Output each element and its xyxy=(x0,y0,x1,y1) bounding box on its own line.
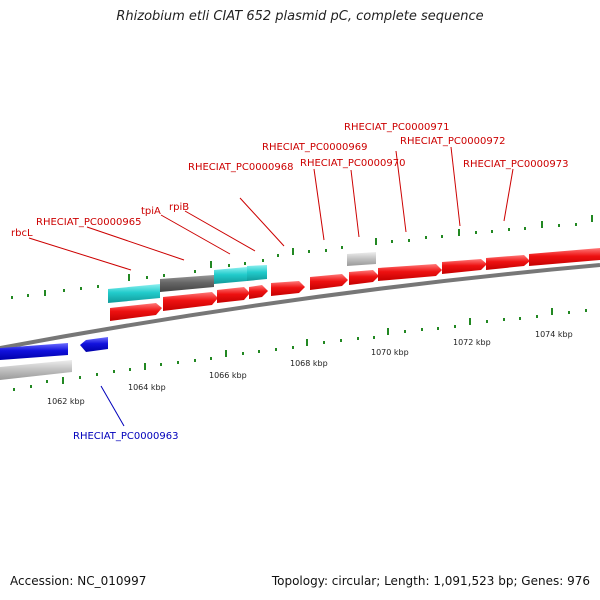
forward-gene-pc0000968[interactable] xyxy=(271,281,305,296)
tick-row-lower xyxy=(13,308,587,391)
gene-label-pc0000972[interactable]: RHECIAT_PC0000972 xyxy=(400,136,505,147)
forward-gene-right[interactable] xyxy=(529,248,600,266)
forward-gene-pc0000970[interactable] xyxy=(349,270,379,285)
forward-gene-tpiA[interactable] xyxy=(217,287,250,303)
pseudo-gene-pc0000965[interactable] xyxy=(160,275,214,292)
scale-label-1070: 1070 kbp xyxy=(371,348,409,357)
gene-label-pc0000963[interactable]: RHECIAT_PC0000963 xyxy=(73,431,178,442)
gene-label-pc0000965[interactable]: RHECIAT_PC0000965 xyxy=(36,217,141,228)
gene-label-pc0000971[interactable]: RHECIAT_PC0000971 xyxy=(344,122,449,133)
topology-info-text: Topology: circular; Length: 1,091,523 bp… xyxy=(271,574,590,588)
gene-label-pc0000970[interactable]: RHECIAT_PC0000970 xyxy=(300,158,405,169)
forward-gene-pc0000965[interactable] xyxy=(163,292,218,311)
gene-label-rpiB[interactable]: rpiB xyxy=(169,202,189,213)
tick-row-upper xyxy=(11,215,593,299)
map-title: Rhizobium etli CIAT 652 plasmid pC, comp… xyxy=(116,9,484,24)
gene-label-pc0000968[interactable]: RHECIAT_PC0000968 xyxy=(188,162,293,173)
scale-label-1066: 1066 kbp xyxy=(209,371,247,380)
scale-label-1068: 1068 kbp xyxy=(290,359,328,368)
scale-label-1074: 1074 kbp xyxy=(535,330,573,339)
rna-gene-rpiB[interactable] xyxy=(247,265,267,281)
gene-label-rbcL[interactable]: rbcL xyxy=(11,228,33,239)
forward-gene-pc0000973[interactable] xyxy=(486,255,530,270)
rna-gene-rbcL[interactable] xyxy=(108,284,160,303)
scale-label-1062: 1062 kbp xyxy=(47,397,85,406)
scale-label-1072: 1072 kbp xyxy=(453,338,491,347)
forward-gene-rpiB[interactable] xyxy=(249,285,268,299)
forward-gene-rbcL[interactable] xyxy=(110,303,162,321)
forward-gene-pc0000972[interactable] xyxy=(442,259,487,274)
reverse-gene-left[interactable] xyxy=(0,343,68,360)
label-leader-lines xyxy=(28,146,514,427)
sequence-backbone xyxy=(0,263,600,350)
accession-text: Accession: NC_010997 xyxy=(10,574,147,588)
forward-gene-pc0000971[interactable] xyxy=(378,264,442,281)
gene-label-tpiA[interactable]: tpiA xyxy=(141,206,161,217)
gene-label-pc0000973[interactable]: RHECIAT_PC0000973 xyxy=(463,159,568,170)
rna-gene-tpiA[interactable] xyxy=(214,267,247,284)
gene-label-pc0000969[interactable]: RHECIAT_PC0000969 xyxy=(262,142,367,153)
scale-label-1064: 1064 kbp xyxy=(128,383,166,392)
forward-gene-pc0000969[interactable] xyxy=(310,274,348,290)
other-feature-pc0000970[interactable] xyxy=(347,252,376,266)
reverse-gene-pc0000963[interactable] xyxy=(80,337,108,352)
other-feature-left[interactable] xyxy=(0,360,72,380)
